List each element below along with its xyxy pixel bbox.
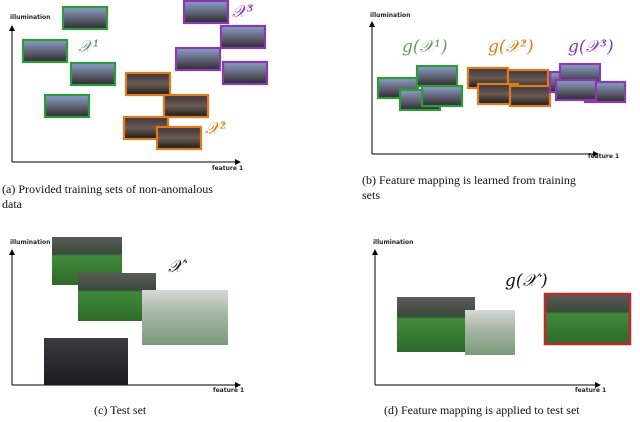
set-label: 𝒳² [205,119,227,139]
purple-images [548,62,627,104]
test-image [44,338,128,385]
caption: (b) Feature mapping is learned from trai… [362,173,576,187]
x-axis-label: feature 1 [588,153,619,160]
caption: (c) Test set [94,403,147,417]
y-axis-label: illumination [10,14,50,21]
panel-c: illumination feature 1 𝒳′ (c) Test set [9,237,244,417]
purple-images [174,0,269,86]
test-image [397,297,475,352]
y-axis-label: illumination [370,12,410,19]
green-images [21,5,117,119]
green-images [376,64,464,112]
caption: (d) Feature mapping is applied to test s… [384,403,580,417]
test-image [465,310,515,355]
orange-images [122,71,210,151]
caption: (a) Provided training sets of non-anomal… [2,182,213,196]
caption: sets [362,188,380,202]
test-image [142,290,228,345]
panel-a: illumination feature 1 𝒳¹ 𝒳² 𝒳³ (a) Prov… [2,0,269,211]
set-label: g(𝒳³) [568,37,614,57]
set-label: 𝒳¹ [78,37,99,57]
set-label: g(𝒳²) [488,37,534,57]
panel-b: illumination feature 1 g(𝒳¹) g(𝒳²) g(𝒳³)… [362,12,627,202]
anomaly-image [543,292,632,346]
panel-d: illumination feature 1 g(𝒳′) (d) Feature… [372,239,632,417]
caption: data [2,197,23,211]
set-label: g(𝒳¹) [402,37,448,57]
set-label: 𝒳³ [232,2,254,22]
set-label: 𝒳′ [168,257,188,277]
set-label: g(𝒳′) [505,271,548,291]
y-axis-label: illumination [10,239,50,246]
orange-images [466,66,552,108]
x-axis-label: feature 1 [212,165,243,172]
y-axis-label: illumination [373,239,413,246]
x-axis-label: feature 1 [213,387,244,394]
x-axis-label: feature 1 [575,387,606,394]
